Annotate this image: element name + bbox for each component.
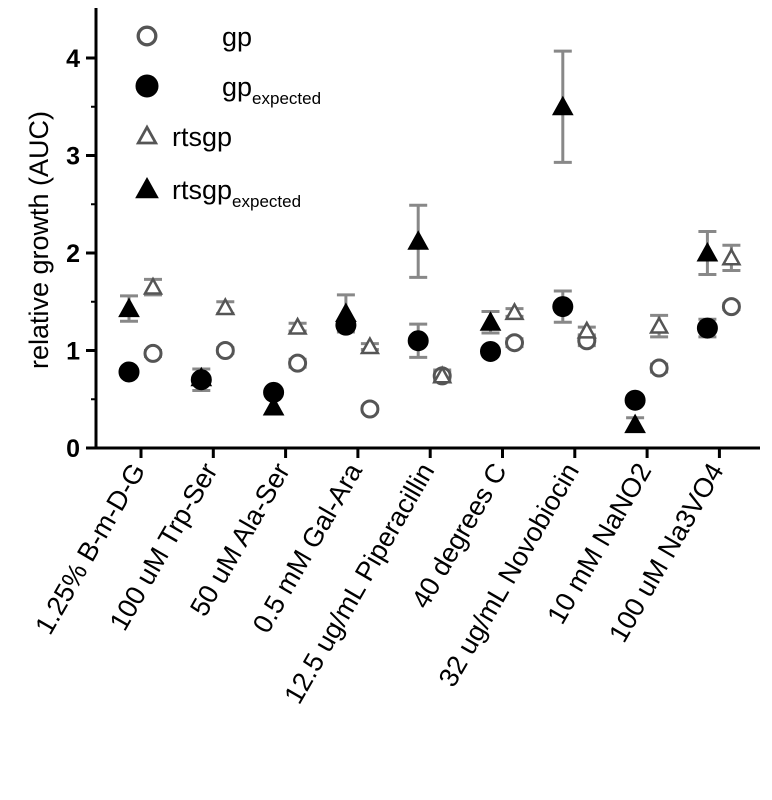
data-point-rtsgp	[287, 316, 308, 335]
y-tick-label: 0	[66, 435, 80, 463]
y-axis-label: relative growth (AUC)	[24, 111, 54, 369]
data-point-rtsgp	[648, 315, 670, 334]
data-points	[118, 95, 742, 434]
data-point-gp-expected	[552, 296, 574, 318]
legend-label: gp	[222, 22, 252, 52]
data-point-gp-expected	[624, 389, 646, 411]
data-point-gp-expected	[407, 330, 429, 352]
data-point-gp	[505, 333, 524, 353]
data-point-gp-expected	[480, 340, 501, 362]
data-point-rtsgp-expected	[696, 241, 719, 262]
legend-label-subscript: expected	[232, 192, 301, 211]
data-point-rtsgp-expected	[624, 413, 646, 434]
data-point-rtsgp-expected	[262, 396, 285, 416]
data-point-rtsgp	[432, 365, 453, 384]
data-point-gp	[721, 297, 741, 317]
legend-label-subscript: expected	[252, 89, 321, 108]
legend-marker	[135, 176, 159, 199]
legend: gp gpexpected rtsgp rtsgpexpected	[135, 22, 321, 211]
legend-item: gp	[136, 22, 252, 52]
y-tick-label: 1	[66, 338, 80, 366]
axes	[94, 8, 760, 450]
data-point-rtsgp	[142, 276, 164, 295]
error-bars	[120, 49, 741, 433]
data-point-gp	[143, 343, 163, 363]
data-point-rtsgp-expected	[407, 230, 430, 250]
x-tick-label: 32 ug/mL Novobiocin	[433, 458, 585, 692]
data-point-rtsgp-expected	[190, 366, 213, 387]
legend-label: rtsgp	[172, 122, 232, 152]
data-point-gp	[360, 399, 380, 419]
data-point-rtsgp	[359, 336, 381, 355]
data-point-rtsgp	[215, 297, 236, 316]
legend-item: rtsgp	[135, 122, 232, 152]
legend-marker	[135, 74, 159, 98]
y-tick-label: 4	[66, 45, 80, 73]
data-point-rtsgp	[504, 301, 525, 321]
data-point-rtsgp	[576, 320, 597, 339]
data-point-gp-expected	[118, 361, 140, 383]
data-point-rtsgp-expected	[551, 95, 574, 116]
data-point-rtsgp-expected	[118, 297, 140, 318]
legend-item: rtsgpexpected	[135, 175, 301, 211]
legend-label: rtsgpexpected	[172, 175, 301, 211]
data-point-gp	[215, 341, 235, 360]
data-point-rtsgp-expected	[335, 302, 357, 322]
data-point-rtsgp-expected	[479, 311, 502, 331]
legend-marker	[135, 124, 159, 145]
data-point-gp	[288, 353, 308, 373]
legend-marker	[136, 25, 158, 47]
data-point-gp-expected	[696, 317, 718, 339]
data-point-gp	[649, 358, 669, 378]
data-point-rtsgp	[721, 247, 742, 266]
y-tick-label: 3	[66, 143, 80, 171]
legend-item: gpexpected	[135, 72, 321, 108]
y-tick-label: 2	[66, 240, 80, 268]
legend-label: gpexpected	[222, 72, 321, 108]
